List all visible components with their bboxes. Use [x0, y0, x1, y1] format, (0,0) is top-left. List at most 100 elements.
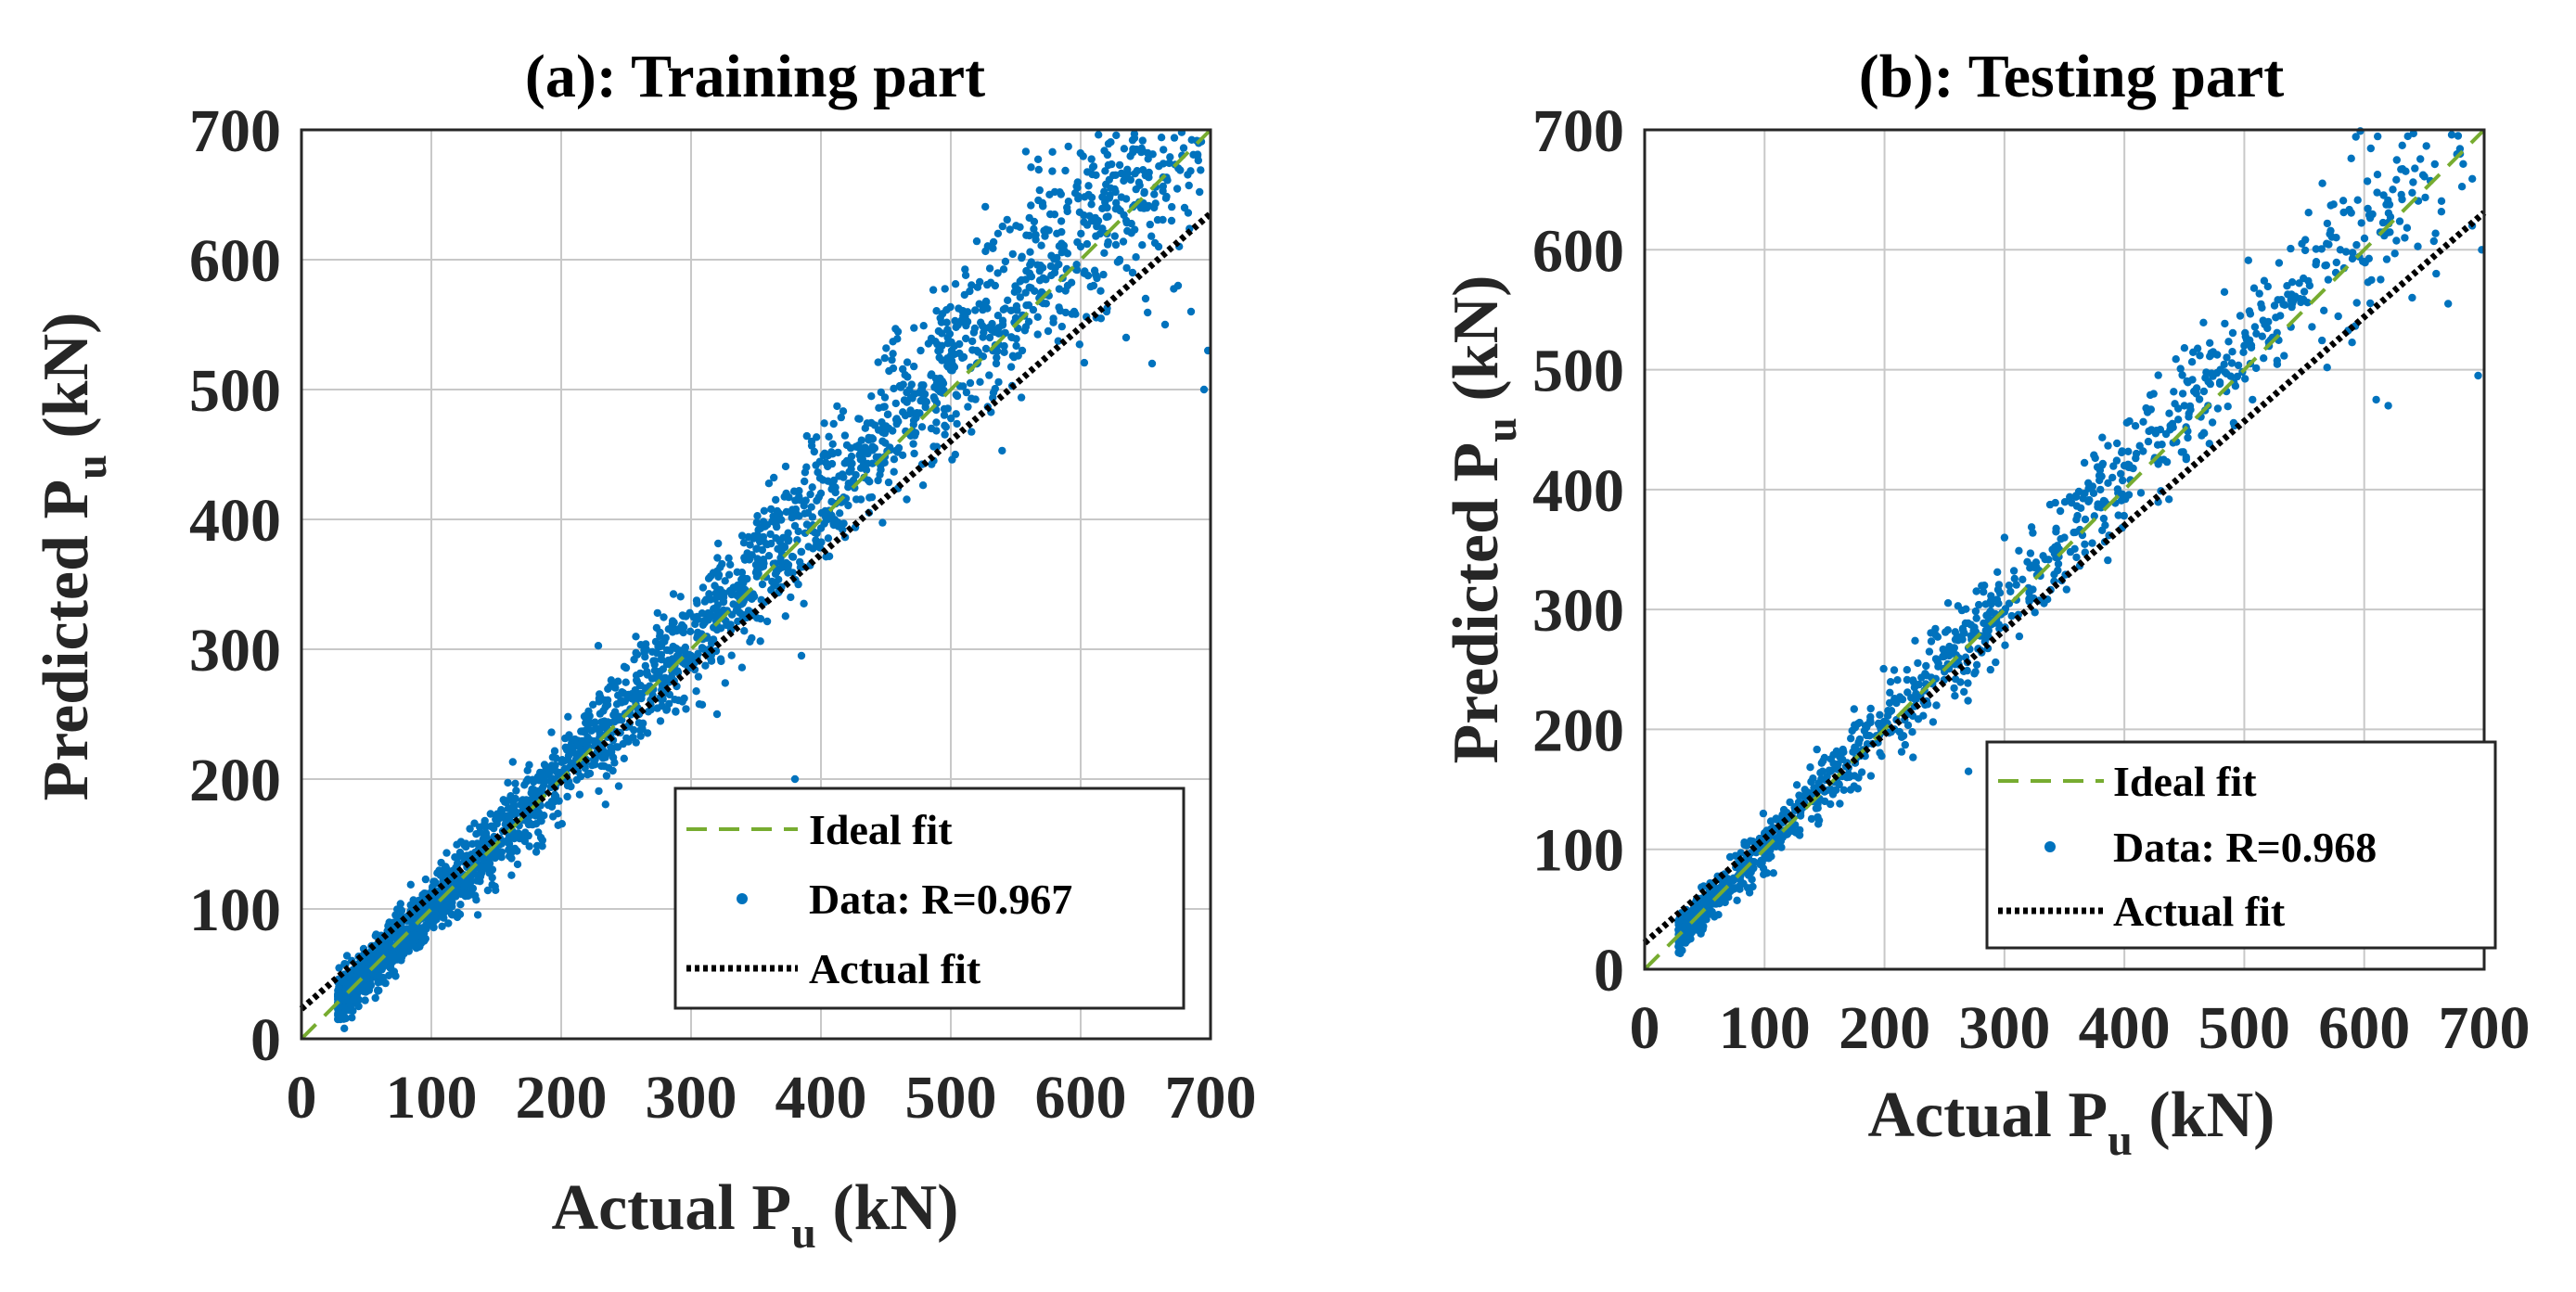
data-point: [2398, 195, 2406, 204]
data-point: [2124, 447, 2133, 455]
data-point: [551, 761, 559, 770]
data-point: [1197, 166, 1205, 174]
data-point: [550, 790, 559, 799]
data-point: [379, 943, 388, 953]
data-point: [2066, 492, 2074, 501]
data-point: [633, 677, 642, 686]
data-point: [609, 766, 617, 775]
data-point: [1079, 152, 1087, 160]
data-point: [2336, 246, 2345, 254]
data-point: [919, 322, 928, 330]
data-point: [2010, 574, 2019, 583]
data-point: [686, 627, 695, 635]
data-point: [815, 457, 824, 466]
data-point: [712, 625, 722, 634]
data-point: [706, 612, 715, 621]
data-point: [2288, 290, 2296, 299]
data-point: [1044, 326, 1053, 336]
data-point: [2264, 317, 2273, 326]
data-point: [2154, 371, 2162, 379]
data-point: [421, 875, 430, 884]
data-point: [1035, 276, 1044, 285]
data-point: [726, 560, 735, 569]
data-point: [1102, 307, 1111, 316]
data-point: [525, 842, 533, 851]
data-point: [1000, 341, 1008, 351]
data-point: [738, 573, 748, 582]
data-point: [773, 522, 781, 531]
data-point: [714, 570, 724, 579]
data-point: [1144, 308, 1152, 317]
data-point: [508, 758, 517, 766]
y-tick-label: 700: [1532, 97, 1624, 165]
data-point: [718, 559, 726, 569]
data-point: [828, 450, 837, 458]
data-point: [739, 539, 749, 547]
data-point: [563, 781, 572, 790]
data-point: [993, 347, 1002, 355]
data-point: [612, 743, 621, 751]
data-point: [524, 820, 533, 829]
y-tick-label: 100: [1532, 817, 1624, 885]
data-point: [1925, 647, 1934, 656]
data-point: [771, 569, 780, 578]
data-point: [802, 431, 811, 441]
data-point: [796, 496, 804, 505]
data-point: [764, 480, 774, 488]
data-point: [340, 1024, 349, 1033]
data-point: [940, 411, 949, 419]
data-point: [867, 492, 877, 502]
data-point: [952, 410, 960, 418]
data-point: [448, 911, 456, 919]
data-point: [453, 879, 462, 889]
data-point: [1087, 200, 1096, 209]
data-point: [601, 800, 609, 809]
data-point: [881, 424, 891, 433]
data-point: [564, 712, 572, 721]
data-point: [428, 899, 436, 907]
data-point: [1766, 817, 1775, 825]
data-point: [528, 794, 536, 803]
data-point: [2421, 193, 2429, 202]
data-point: [504, 812, 512, 821]
data-point: [737, 531, 747, 540]
data-point: [1008, 352, 1018, 360]
data-point: [1964, 697, 1972, 705]
data-point: [2180, 402, 2188, 410]
data-point: [1033, 155, 1043, 163]
actual-fit-line: [1642, 210, 2487, 946]
data-point: [662, 705, 672, 714]
legend-actual-label: Actual fit: [2113, 888, 2286, 935]
data-point: [458, 889, 467, 898]
y-tick-label: 200: [1532, 697, 1624, 764]
data-point: [1914, 659, 1922, 668]
data-point: [1806, 763, 1814, 772]
data-point: [2117, 496, 2126, 505]
data-point: [941, 285, 949, 293]
data-point: [420, 937, 429, 945]
data-point: [1115, 255, 1124, 264]
data-point: [2015, 632, 2024, 641]
data-point: [968, 337, 977, 346]
data-point: [962, 334, 970, 343]
data-point: [1986, 665, 1994, 674]
data-point: [2401, 234, 2409, 242]
data-point: [1100, 147, 1109, 155]
data-point: [780, 492, 788, 501]
data-point: [810, 447, 818, 456]
data-point: [2096, 485, 2105, 494]
x-tick-labels: 0 100 200 300 400 500 600 700: [287, 1064, 1257, 1132]
data-point: [864, 459, 872, 467]
data-point: [2170, 388, 2178, 396]
data-point: [888, 355, 896, 365]
data-point: [1942, 628, 1950, 636]
data-point: [960, 290, 969, 300]
data-point: [418, 906, 427, 915]
data-point: [1057, 217, 1066, 225]
data-point: [861, 443, 869, 452]
data-point: [2199, 387, 2209, 396]
data-point: [1126, 175, 1135, 185]
data-point: [2025, 597, 2033, 606]
data-point: [1007, 333, 1016, 341]
data-point: [583, 771, 592, 779]
